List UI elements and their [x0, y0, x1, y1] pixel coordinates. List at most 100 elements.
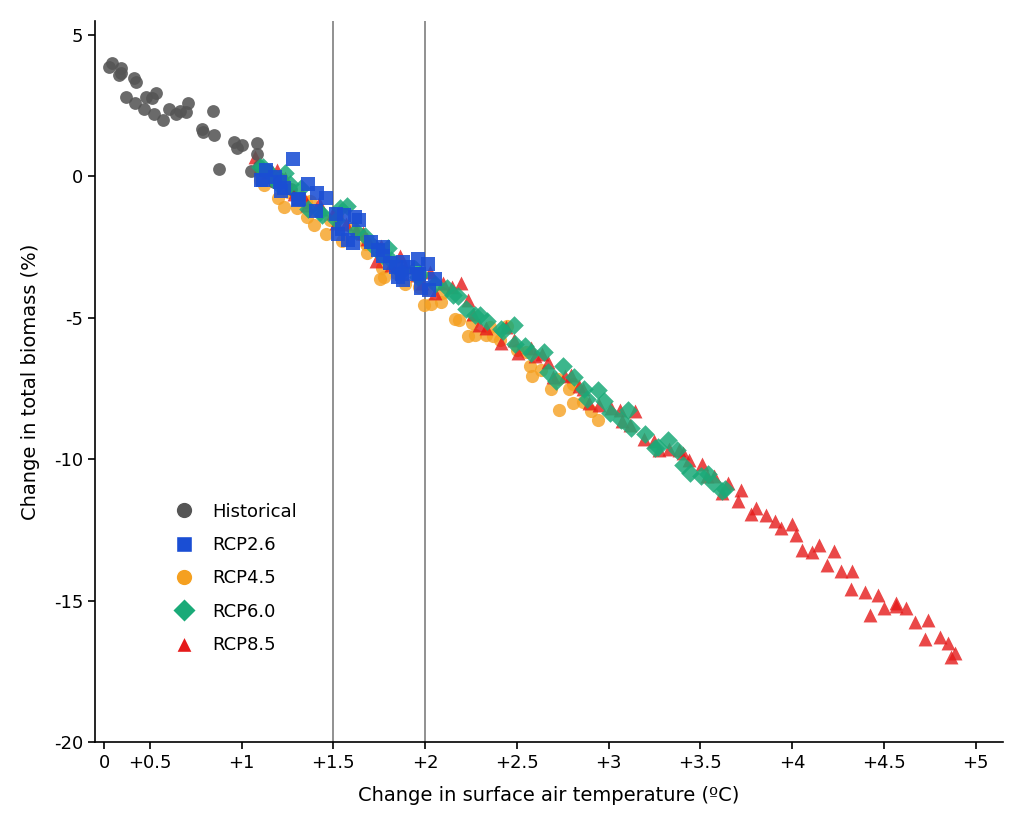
Point [422, 265, 438, 278]
Point [477, 328, 494, 341]
Point [313, 202, 330, 216]
Point [113, 66, 129, 79]
Point [411, 270, 427, 283]
Point [545, 370, 561, 383]
Point [888, 596, 904, 610]
Point [256, 178, 272, 192]
Point [811, 539, 827, 552]
Point [493, 334, 509, 347]
Point [555, 360, 571, 373]
Point [583, 405, 599, 418]
Point [524, 369, 541, 382]
Point [326, 206, 342, 220]
Point [281, 186, 297, 199]
Point [409, 268, 425, 282]
Point [251, 159, 267, 173]
Point [328, 208, 344, 221]
Point [373, 240, 389, 253]
Point [345, 236, 361, 249]
Point [414, 277, 430, 290]
Point [375, 241, 391, 254]
Point [299, 211, 315, 224]
Point [732, 483, 749, 496]
Point [574, 395, 591, 408]
Point [347, 223, 364, 236]
Point [471, 318, 487, 331]
Point [870, 588, 887, 601]
Point [460, 294, 476, 307]
Point [285, 152, 301, 165]
Point [620, 403, 636, 416]
Point [394, 256, 411, 269]
Point [206, 128, 222, 141]
Point [627, 404, 643, 417]
Point [590, 384, 606, 397]
Point [365, 239, 381, 252]
Point [575, 382, 592, 396]
Point [393, 265, 410, 278]
Point [637, 428, 653, 441]
Point [479, 315, 496, 328]
Point [393, 268, 410, 281]
Point [675, 447, 691, 460]
Point [329, 209, 345, 222]
Point [705, 477, 721, 490]
Point [467, 329, 483, 342]
Point [318, 227, 335, 240]
Point [758, 508, 774, 521]
Point [408, 262, 424, 275]
Point [308, 204, 325, 217]
Point [694, 457, 711, 470]
Point [660, 443, 677, 456]
Point [289, 202, 305, 215]
Point [729, 495, 745, 508]
Point [370, 244, 386, 257]
Point [418, 282, 434, 296]
Point [420, 257, 436, 270]
Point [225, 135, 242, 149]
Point [421, 283, 437, 297]
Point [943, 650, 959, 663]
Point [495, 325, 511, 338]
Point [522, 341, 539, 354]
Point [451, 313, 467, 326]
Point [717, 482, 733, 496]
Point [444, 288, 461, 301]
Point [332, 202, 348, 215]
Point [334, 223, 350, 236]
Point [391, 249, 408, 262]
Point [602, 401, 618, 415]
Point [825, 544, 842, 558]
Point [438, 281, 455, 294]
Point [550, 373, 566, 386]
Point [267, 170, 284, 183]
Point [540, 356, 556, 369]
Point [243, 164, 259, 178]
Point [570, 379, 587, 392]
Point [579, 392, 595, 406]
Point [682, 467, 698, 480]
Point [506, 333, 522, 346]
Point [297, 196, 313, 209]
Point [336, 208, 352, 221]
Point [794, 544, 810, 557]
Point [498, 320, 514, 334]
Point [270, 172, 287, 185]
Point [172, 105, 188, 118]
Point [399, 261, 416, 274]
Point [857, 586, 873, 599]
Point [249, 147, 265, 160]
Point [308, 187, 325, 200]
Point [271, 175, 288, 188]
Point [493, 337, 509, 350]
Point [669, 444, 685, 457]
Point [293, 187, 309, 200]
Point [536, 345, 552, 358]
Point [126, 71, 142, 84]
Point [155, 113, 171, 126]
Point [387, 261, 403, 274]
Point [636, 432, 652, 445]
Point [507, 337, 523, 350]
Y-axis label: Change in total biomass (%): Change in total biomass (%) [20, 244, 40, 520]
Point [195, 126, 211, 139]
